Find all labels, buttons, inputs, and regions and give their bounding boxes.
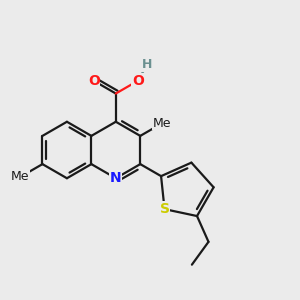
- Text: Me: Me: [11, 170, 30, 183]
- Text: Me: Me: [153, 117, 172, 130]
- Text: S: S: [160, 202, 170, 216]
- Text: O: O: [132, 74, 144, 88]
- Text: H: H: [142, 58, 152, 71]
- Text: O: O: [88, 74, 100, 88]
- Text: N: N: [110, 171, 122, 185]
